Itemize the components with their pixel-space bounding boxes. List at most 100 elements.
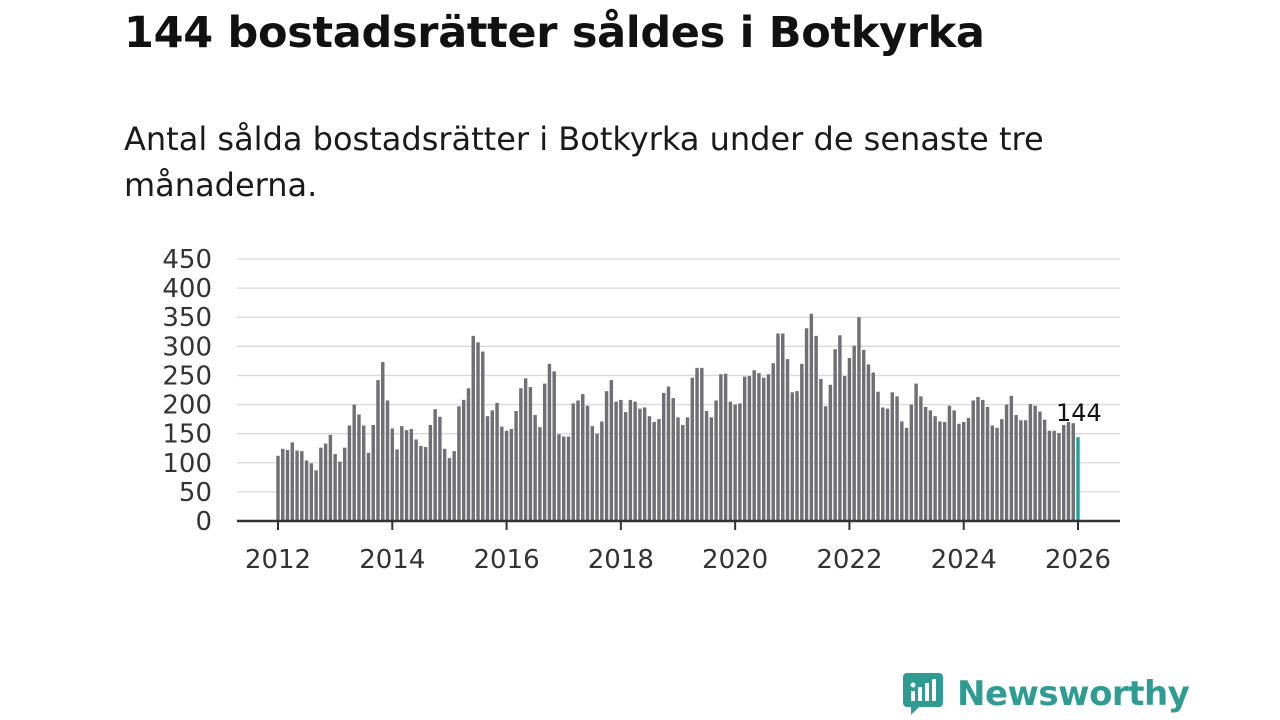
bar [1019,420,1023,521]
bar [647,416,652,521]
bar [747,376,752,521]
last-value-label: 144 [1056,399,1102,427]
y-tick-label: 250 [162,361,212,391]
bar [904,427,909,521]
annotations: 144 [1056,399,1102,427]
bar [414,439,418,521]
bar [1014,415,1018,521]
bar [1057,433,1061,521]
bar [500,426,504,521]
bar [295,450,299,521]
newsworthy-logo-icon [903,673,943,715]
bar [604,391,609,521]
bar [366,452,371,521]
bar [395,449,399,521]
bar [1071,423,1075,521]
bar [642,407,647,521]
x-tick-label: 2018 [588,545,654,575]
bar [752,370,756,521]
x-axis-labels: 2012 2014 2016 2018 2020 2022 2024 2026 [245,545,1111,575]
bar [776,333,780,521]
bar [533,415,537,521]
y-tick-label: 100 [162,449,212,479]
bar [638,408,642,521]
bar [842,376,847,521]
bar [1066,422,1071,521]
bar [376,380,380,521]
bar [852,345,856,521]
bar [928,410,933,521]
bar [866,364,871,521]
bar [657,419,661,521]
bar [1033,405,1037,521]
bar [785,359,790,521]
bar [290,442,294,521]
bar [895,396,899,521]
bar [1004,404,1009,521]
bar [947,405,952,521]
bar [342,447,347,521]
bar-highlight [1076,437,1080,521]
bar [309,463,314,521]
bar [971,400,975,521]
bar [952,410,956,521]
bar [733,404,737,521]
y-tick-label: 400 [162,274,212,304]
bar [314,470,318,521]
x-tick-label: 2022 [816,545,882,575]
bar [576,400,580,521]
bar [685,417,690,521]
bar [571,403,575,521]
bar [357,414,361,521]
bar [381,362,385,521]
bar [1023,420,1028,521]
bar [600,421,604,521]
bar [1038,411,1042,521]
bar [957,423,961,521]
bar [857,317,861,521]
bar [919,396,923,521]
bar [823,406,828,521]
bar [809,313,814,521]
bar [1042,419,1047,521]
bar [923,406,928,521]
bar [909,404,914,521]
bar [1047,430,1052,521]
bar [447,458,452,521]
bar [528,387,533,521]
bar [690,377,694,521]
bar [423,447,428,521]
bar [742,376,747,521]
bar [985,406,990,521]
bar [404,430,409,521]
bar [385,400,390,521]
bar [514,410,518,521]
x-tick-label: 2014 [359,545,425,575]
bar [814,335,818,521]
bar [800,363,804,521]
y-tick-label: 300 [162,332,212,362]
bar [362,425,366,521]
bar [676,417,680,521]
bar [942,422,947,521]
bar [781,333,785,521]
y-tick-label: 0 [195,507,212,537]
bar [838,335,842,521]
bar [628,399,633,521]
bar [1028,403,1033,521]
bar [438,416,442,521]
bar [881,407,885,521]
bar [652,422,656,521]
bar [819,378,823,521]
bar [847,357,852,521]
bar [409,429,414,521]
bar [471,335,475,521]
bar [662,392,666,521]
bar [804,328,809,521]
bar [728,401,733,521]
bar [828,384,833,521]
bar [371,424,375,521]
bar [304,460,309,521]
